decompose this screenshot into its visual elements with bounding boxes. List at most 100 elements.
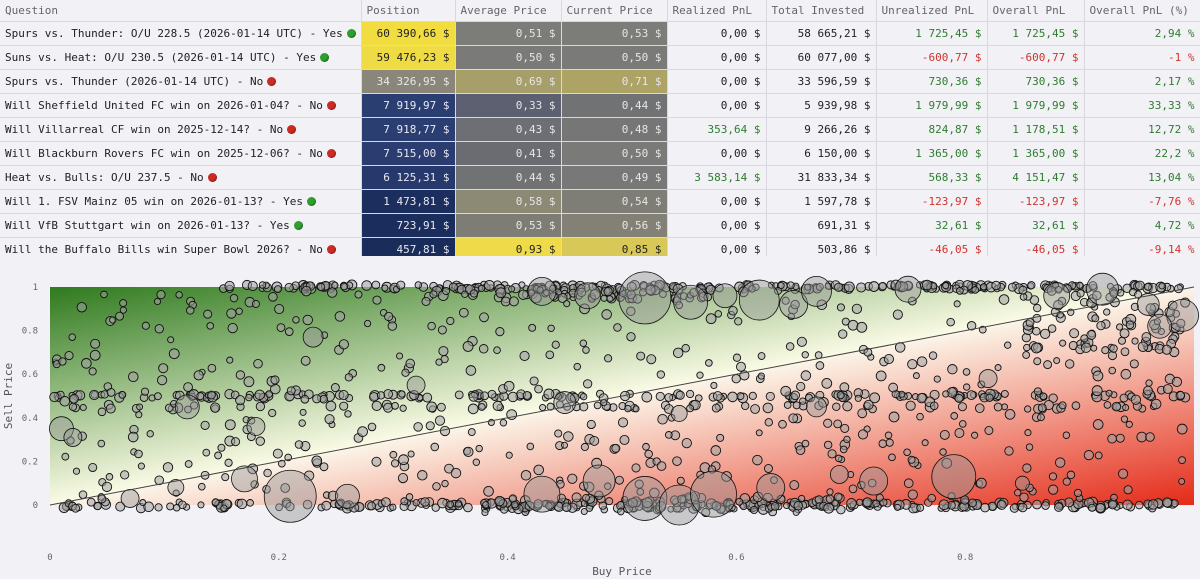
table-row[interactable]: Spurs vs. Thunder (2026-01-14 UTC) - No 3…: [0, 69, 1200, 94]
scatter-point: [1073, 488, 1083, 498]
scatter-point: [655, 501, 667, 512]
scatter-point: [367, 422, 377, 432]
scatter-point: [226, 308, 237, 319]
scatter-point: [567, 473, 578, 484]
scatter-point: [426, 401, 438, 413]
scatter-point: [500, 296, 511, 307]
scatter-point: [533, 464, 545, 476]
scatter-point: [1145, 432, 1155, 442]
scatter-point: [1141, 332, 1152, 342]
scatter-point: [1143, 385, 1153, 396]
scatter-point: [106, 388, 116, 397]
total-invested-cell: 503,86 $: [766, 237, 877, 256]
scatter-point: [971, 286, 980, 294]
scatter-point: [120, 470, 130, 480]
scatter-point: [843, 281, 855, 293]
scatter-point: [1025, 318, 1035, 327]
scatter-point: [88, 462, 98, 473]
scatter-point: [1066, 470, 1076, 480]
average-price-cell: 0,43 $: [455, 117, 562, 142]
scatter-point: [255, 401, 266, 412]
scatter-point: [118, 391, 127, 399]
scatter-point: [301, 285, 312, 297]
scatter-point: [462, 340, 474, 352]
column-header[interactable]: Question: [0, 0, 362, 22]
position-cell: 6 125,31 $: [361, 165, 456, 190]
table-row[interactable]: Will the Buffalo Bills win Super Bowl 20…: [0, 237, 1200, 256]
question-cell: Will Villarreal CF win on 2025-12-14? - …: [0, 117, 362, 142]
scatter-point: [276, 323, 286, 332]
scatter-point: [1174, 284, 1184, 294]
question-cell: Will Blackburn Rovers FC win on 2025-12-…: [0, 141, 362, 166]
scatter-point: [840, 423, 850, 433]
question-text: Suns vs. Heat: O/U 230.5 (2026-01-14 UTC…: [5, 51, 317, 64]
scatter-point: [826, 488, 834, 496]
table-row[interactable]: Will 1. FSV Mainz 05 win on 2026-01-13? …: [0, 189, 1200, 214]
scatter-point: [461, 290, 469, 298]
column-header[interactable]: Unrealized PnL: [876, 0, 988, 22]
scatter-point: [1083, 450, 1094, 461]
column-header[interactable]: Total Invested: [766, 0, 877, 22]
realized-pnl-cell: 3 583,14 $: [667, 165, 767, 190]
scatter-point: [780, 385, 792, 397]
table-row[interactable]: Suns vs. Heat: O/U 230.5 (2026-01-14 UTC…: [0, 45, 1200, 70]
scatter-point: [885, 438, 894, 447]
current-price-cell: 0,53 $: [561, 21, 668, 46]
scatter-point: [1039, 392, 1048, 401]
table-row[interactable]: Heat vs. Bulls: O/U 237.5 - No 6 125,31 $…: [0, 165, 1200, 190]
scatter-point: [430, 442, 440, 452]
scatter-point: [1109, 344, 1118, 353]
scatter-point: [401, 368, 410, 377]
table-row[interactable]: Will VfB Stuttgart win on 2026-01-13? - …: [0, 213, 1200, 238]
current-price-cell: 0,56 $: [561, 213, 668, 238]
scatter-point: [407, 450, 415, 458]
scatter-point: [389, 450, 398, 459]
scatter-point: [582, 464, 616, 498]
scatter-point: [425, 421, 435, 431]
column-header[interactable]: Current Price: [561, 0, 668, 22]
scatter-point: [429, 290, 438, 299]
scatter-point: [642, 442, 650, 451]
scatter-point: [834, 454, 843, 463]
scatter-point: [361, 280, 372, 291]
scatter-point: [467, 428, 476, 437]
scatter-point: [190, 401, 199, 410]
scatter-point: [1030, 342, 1042, 354]
scatter-point: [667, 505, 675, 513]
column-header[interactable]: Realized PnL: [667, 0, 767, 22]
scatter-point: [448, 282, 458, 292]
scatter-point: [1162, 384, 1173, 394]
column-header[interactable]: Overall PnL (%): [1084, 0, 1200, 22]
scatter-point: [1122, 499, 1133, 511]
scatter-point: [381, 284, 389, 292]
column-header[interactable]: Position: [361, 0, 456, 22]
scatter-point: [985, 393, 994, 402]
scatter-point: [748, 391, 757, 400]
scatter-point: [438, 346, 449, 357]
table-row[interactable]: Will Blackburn Rovers FC win on 2025-12-…: [0, 141, 1200, 166]
scatter-point: [941, 457, 953, 469]
scatter-point: [998, 294, 1010, 305]
column-header[interactable]: Overall PnL: [987, 0, 1085, 22]
table-row[interactable]: Will Villarreal CF win on 2025-12-14? - …: [0, 117, 1200, 142]
scatter-point: [580, 442, 589, 452]
scatter-point: [657, 413, 668, 425]
column-header[interactable]: Average Price: [455, 0, 562, 22]
red-circle-icon: [207, 173, 217, 182]
scatter-point: [49, 391, 60, 403]
question-text: Heat vs. Bulls: O/U 237.5 - No: [5, 171, 204, 184]
scatter-point: [272, 448, 283, 459]
scatter-point: [1053, 357, 1061, 365]
table-row[interactable]: Spurs vs. Thunder: O/U 228.5 (2026-01-14…: [0, 21, 1200, 46]
x-tick-label: 0: [47, 553, 52, 563]
scatter-point: [1110, 493, 1118, 502]
scatter-point: [454, 500, 463, 508]
table-row[interactable]: Will Sheffield United FC win on 2026-01-…: [0, 93, 1200, 118]
scatter-point: [954, 428, 965, 438]
scatter-point: [838, 329, 848, 339]
scatter-point: [68, 333, 76, 341]
scatter-point: [72, 467, 81, 475]
scatter-point: [197, 482, 206, 491]
scatter-point: [475, 444, 483, 453]
scatter-point: [736, 361, 746, 372]
